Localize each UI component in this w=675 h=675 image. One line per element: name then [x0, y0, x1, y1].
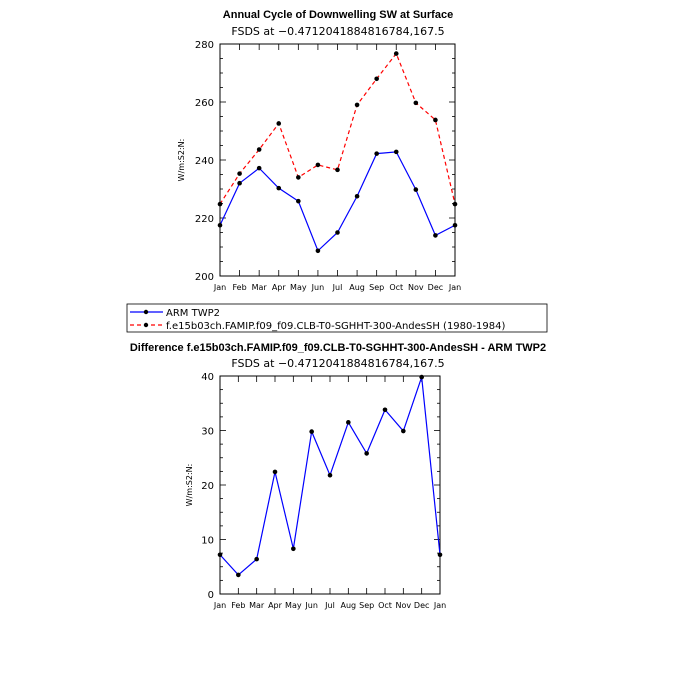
series-2-point: [413, 100, 419, 106]
series-1-point: [272, 469, 278, 475]
x-tick-label: Jan: [213, 283, 226, 292]
series-1-point: [315, 248, 321, 254]
x-tick-label: Jun: [304, 601, 318, 610]
x-tick-label: Jan: [433, 601, 446, 610]
series-2-point: [296, 175, 301, 180]
chart-1-subtitle: FSDS at −0.4712041884816784,167.5: [231, 25, 444, 38]
x-tick-label: Oct: [389, 283, 403, 292]
series-1-point: [335, 230, 340, 235]
x-tick-label: Apr: [268, 601, 283, 610]
x-tick-label: Jul: [324, 601, 335, 610]
x-tick-label: Dec: [428, 283, 443, 292]
x-tick-label: Jan: [213, 601, 226, 610]
series-1-point: [393, 149, 399, 155]
series-2-point: [217, 201, 223, 207]
x-tick-label: Jun: [311, 283, 325, 292]
series-1-point: [413, 187, 419, 192]
series-2-point: [354, 102, 360, 108]
series-1-point: [327, 472, 333, 478]
series-2-point: [276, 121, 282, 126]
x-tick-label: Mar: [252, 283, 268, 292]
legend: ARM TWP2 f.e15b03ch.FAMIP.f09_f09.CLB-T0…: [126, 303, 548, 333]
series-line-2: [219, 52, 456, 205]
chart-1-ylabel: W/m:S2:N:: [177, 139, 186, 182]
chart-1-title: Annual Cycle of Downwelling SW at Surfac…: [223, 9, 453, 21]
x-tick-label: Nov: [396, 601, 412, 610]
series-1-point: [217, 552, 223, 558]
series-2-point: [452, 201, 458, 207]
series-1-point: [236, 572, 241, 578]
series-2-point: [393, 51, 399, 56]
x-tick-label: Feb: [231, 601, 245, 610]
y-tick-label: 280: [195, 40, 214, 51]
series-2-point: [315, 162, 321, 168]
series-1-point: [296, 198, 301, 204]
series-2-point: [335, 167, 340, 173]
x-tick-label: Dec: [414, 601, 429, 610]
chart-1-plot-frame: [219, 43, 456, 277]
series-1-point: [452, 222, 458, 228]
x-tick-label: Aug: [349, 283, 365, 292]
x-tick-label: Sep: [359, 601, 374, 610]
series-1-point: [217, 222, 223, 228]
chart-2-ylabel: W/m:S2:N:: [185, 464, 194, 507]
y-tick-label: 200: [195, 272, 214, 283]
x-tick-label: Apr: [272, 283, 287, 292]
series-1-point: [437, 552, 443, 558]
series-1-point: [237, 180, 242, 186]
legend-label-arm: ARM TWP2: [166, 308, 220, 319]
y-tick-label: 260: [195, 98, 214, 109]
y-tick-label: 20: [201, 481, 214, 492]
series-1-point: [346, 420, 351, 425]
series-1-point: [254, 556, 259, 562]
chart-2-plot-frame: [219, 375, 441, 595]
y-tick-label: 30: [201, 427, 214, 438]
x-tick-label: May: [290, 283, 307, 292]
series-1-point: [364, 451, 369, 456]
series-2-point: [256, 147, 262, 152]
x-tick-label: Aug: [341, 601, 357, 610]
series-1-point: [354, 193, 360, 199]
x-tick-label: Nov: [408, 283, 424, 292]
y-tick-label: 10: [201, 536, 214, 547]
x-tick-label: Jul: [332, 283, 343, 292]
legend-marker-arm: [143, 309, 149, 315]
series-1-point: [419, 374, 424, 380]
series-1-point: [382, 407, 388, 413]
x-tick-label: Feb: [232, 283, 246, 292]
x-tick-label: Oct: [378, 601, 392, 610]
series-1-point: [291, 546, 296, 552]
y-tick-label: 0: [208, 590, 214, 601]
chart-2-subtitle: FSDS at −0.4712041884816784,167.5: [231, 357, 444, 370]
y-tick-label: 240: [195, 156, 214, 167]
series-1-point: [309, 429, 314, 434]
legend-marker-model: [143, 322, 149, 328]
chart-1: Annual Cycle of Downwelling SW at Surfac…: [177, 9, 461, 292]
series-1-point: [276, 185, 282, 191]
x-tick-label: Mar: [249, 601, 265, 610]
series-2-point: [433, 117, 438, 123]
series-2-point: [374, 76, 379, 82]
y-tick-label: 220: [195, 214, 214, 225]
series-1-point: [401, 428, 406, 434]
series-line-1: [219, 151, 456, 252]
x-tick-label: May: [285, 601, 302, 610]
series-1-point: [256, 165, 262, 171]
series-1-point: [433, 233, 438, 238]
chart-2: Difference f.e15b03ch.FAMIP.f09_f09.CLB-…: [130, 342, 546, 610]
legend-label-model: f.e15b03ch.FAMIP.f09_f09.CLB-T0-SGHHT-30…: [166, 321, 505, 332]
series-1-point: [374, 151, 379, 156]
y-tick-label: 40: [201, 372, 214, 383]
legend-box: [126, 303, 548, 333]
series-2-point: [237, 171, 242, 176]
chart-2-title: Difference f.e15b03ch.FAMIP.f09_f09.CLB-…: [130, 342, 546, 354]
x-tick-label: Jan: [448, 283, 461, 292]
x-tick-label: Sep: [369, 283, 384, 292]
